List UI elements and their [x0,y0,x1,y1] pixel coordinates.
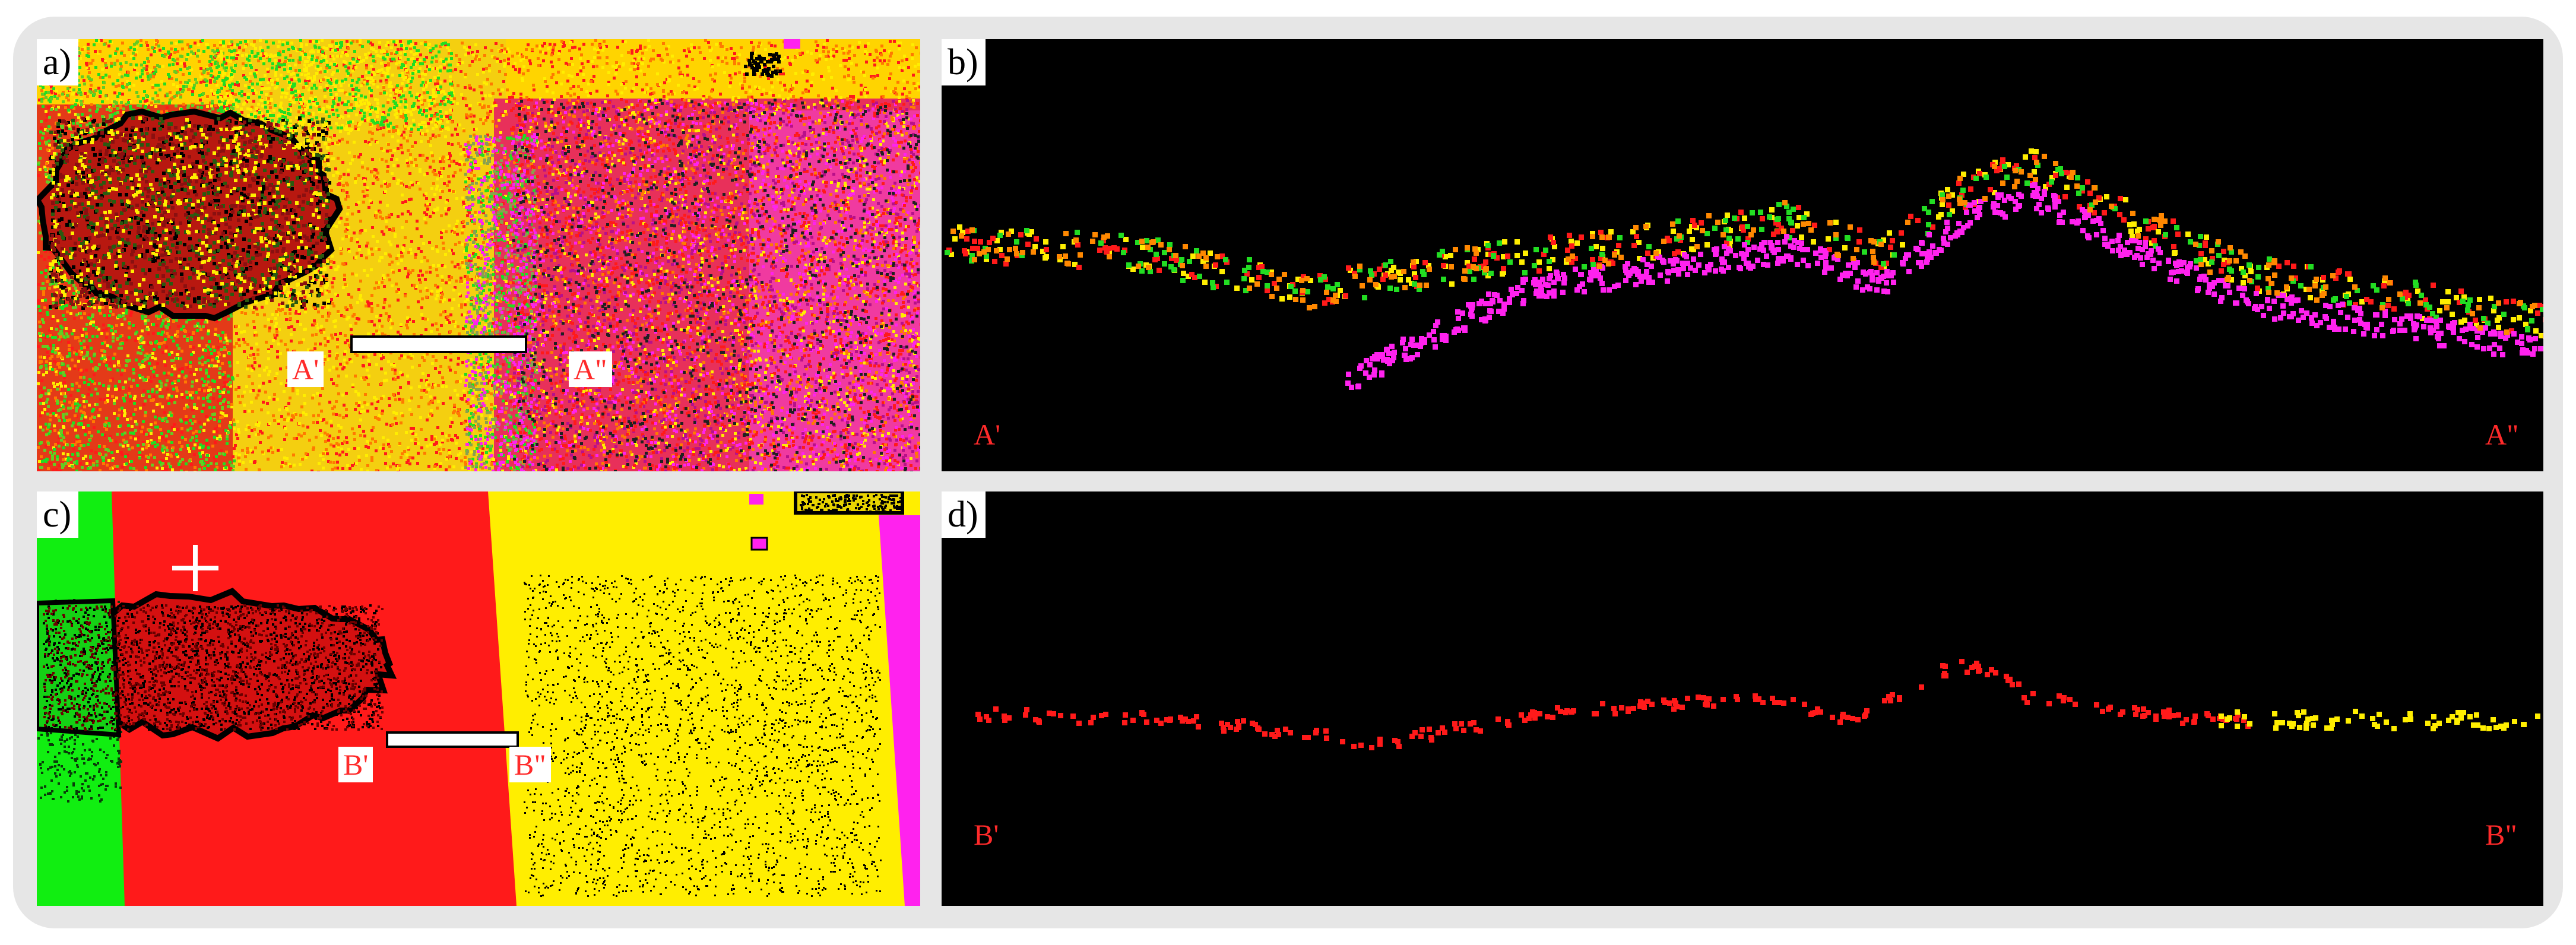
section-a-end-label: A" [569,351,612,387]
panel-d-profile-view: d) B' B" [942,491,2543,906]
panel-b-profile-points [945,148,2543,390]
section-line-c [386,731,519,748]
plus-crosshair-icon [172,545,218,591]
panel-c-label: c) [37,491,79,538]
panel-c-image [37,491,920,906]
panel-d-profile-points [975,659,2540,750]
profile-d-end-label: B" [2485,818,2517,851]
panel-a-label: a) [37,39,79,85]
section-c-start-label: B' [338,747,373,782]
panel-b-profile-view: b) A' A" [942,39,2543,471]
panel-d-label: d) [942,491,986,538]
panel-c-classified-top-view: c) B' B" [37,491,920,906]
section-line-a [350,335,527,353]
profile-b-start-label: A' [974,418,1001,451]
panel-b-label: b) [942,39,986,85]
section-a-start-label: A' [287,351,324,387]
section-c-end-label: B" [509,747,551,782]
profile-d-start-label: B' [974,818,999,851]
panel-a-point-cloud-top-view: a) A' A" [37,39,920,471]
profile-b-end-label: A" [2485,418,2519,451]
panel-a-image [37,39,920,471]
